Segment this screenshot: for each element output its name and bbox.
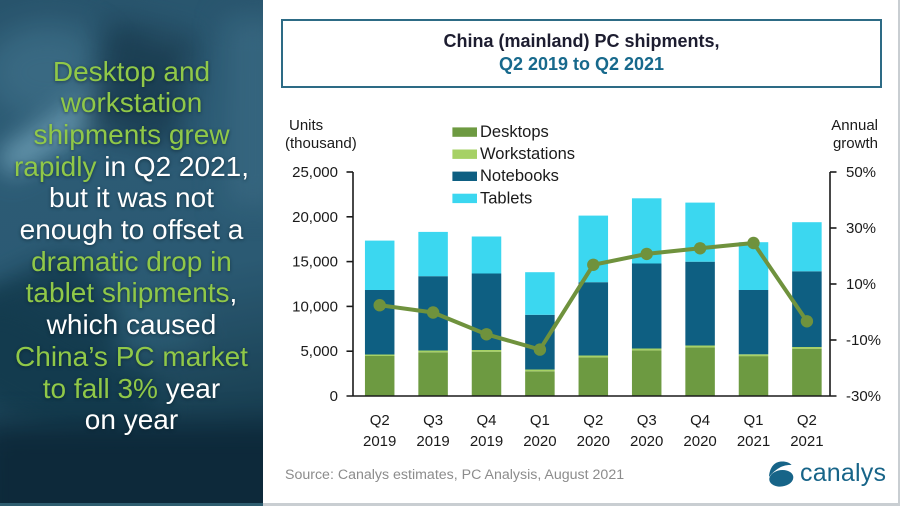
svg-text:-10%: -10% bbox=[846, 332, 881, 349]
svg-text:(thousand): (thousand) bbox=[285, 135, 357, 152]
svg-text:2021: 2021 bbox=[790, 433, 823, 450]
svg-text:0: 0 bbox=[330, 388, 338, 405]
svg-text:Desktops: Desktops bbox=[480, 123, 549, 141]
svg-text:50%: 50% bbox=[846, 164, 876, 181]
svg-text:30%: 30% bbox=[846, 220, 876, 237]
svg-text:Notebooks: Notebooks bbox=[480, 167, 559, 185]
svg-text:Source: Canalys estimates, PC: Source: Canalys estimates, PC Analysis, … bbox=[285, 467, 624, 483]
svg-text:Q2: Q2 bbox=[370, 412, 390, 429]
svg-text:Q4: Q4 bbox=[690, 412, 710, 429]
svg-text:Q3: Q3 bbox=[637, 412, 657, 429]
svg-text:25,000: 25,000 bbox=[292, 164, 338, 181]
svg-text:-30%: -30% bbox=[846, 388, 881, 405]
svg-text:2020: 2020 bbox=[683, 433, 716, 450]
svg-text:2020: 2020 bbox=[523, 433, 556, 450]
svg-text:Q1: Q1 bbox=[743, 412, 763, 429]
svg-text:canalys: canalys bbox=[800, 459, 886, 487]
svg-text:10,000: 10,000 bbox=[292, 298, 338, 315]
svg-text:2020: 2020 bbox=[630, 433, 663, 450]
svg-text:growth: growth bbox=[833, 135, 878, 152]
svg-text:20,000: 20,000 bbox=[292, 209, 338, 226]
svg-text:Annual: Annual bbox=[831, 117, 878, 134]
svg-text:10%: 10% bbox=[846, 276, 876, 293]
svg-text:Q1: Q1 bbox=[530, 412, 550, 429]
svg-text:Tablets: Tablets bbox=[480, 189, 532, 207]
svg-text:2019: 2019 bbox=[416, 433, 449, 450]
svg-text:Units: Units bbox=[289, 117, 323, 134]
svg-text:Q3: Q3 bbox=[423, 412, 443, 429]
svg-text:Q2: Q2 bbox=[583, 412, 603, 429]
svg-text:2019: 2019 bbox=[363, 433, 396, 450]
svg-text:15,000: 15,000 bbox=[292, 254, 338, 271]
svg-text:2020: 2020 bbox=[577, 433, 610, 450]
svg-text:2021: 2021 bbox=[737, 433, 770, 450]
svg-text:Q2: Q2 bbox=[797, 412, 817, 429]
svg-text:2019: 2019 bbox=[470, 433, 503, 450]
svg-text:Q4: Q4 bbox=[476, 412, 496, 429]
svg-text:5,000: 5,000 bbox=[300, 343, 338, 360]
svg-text:Workstations: Workstations bbox=[480, 145, 575, 163]
